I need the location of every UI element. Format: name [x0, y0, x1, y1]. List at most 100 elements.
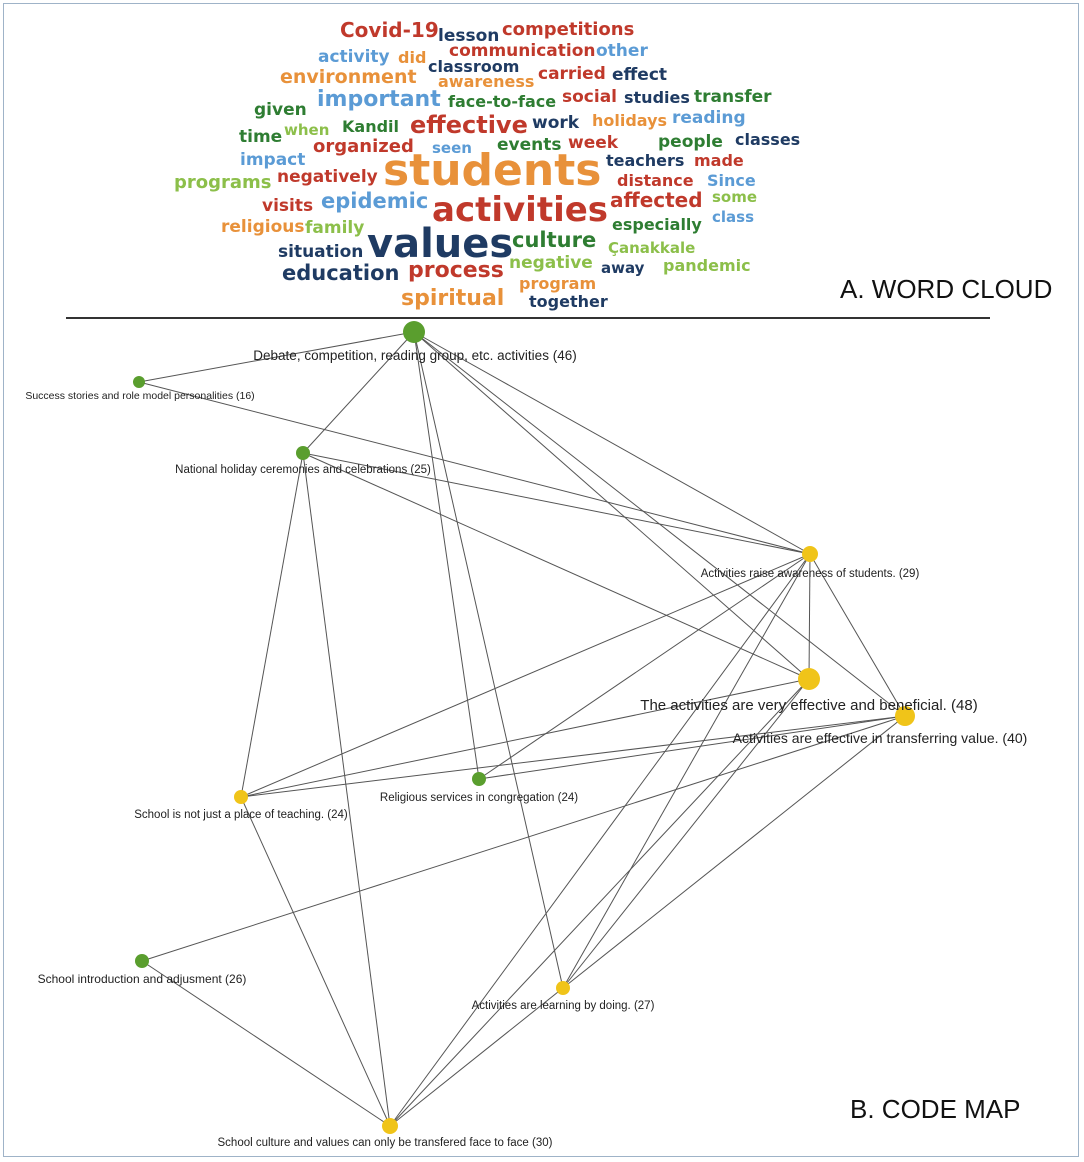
cloud-word: process: [408, 258, 504, 283]
section-b-title: B. CODE MAP: [850, 1094, 1020, 1124]
cloud-word: education: [282, 261, 399, 285]
edge-debate-success: [138, 331, 415, 383]
cloud-word: week: [568, 133, 619, 153]
cloud-word: negatively: [277, 167, 378, 187]
edge-national-effective: [302, 452, 810, 680]
cloud-word: Kandil: [342, 117, 399, 136]
edge-school_not-culture: [240, 796, 391, 1127]
edge-transfer-religious: [478, 715, 906, 780]
cloud-word: transfer: [694, 87, 772, 107]
cloud-word: spiritual: [401, 286, 504, 311]
edge-awareness-learning: [562, 553, 811, 989]
cloud-word: situation: [278, 242, 363, 262]
cloud-word: visits: [262, 196, 313, 216]
cloud-word: family: [305, 218, 364, 238]
cloud-word: work: [532, 113, 580, 133]
cloud-word: events: [497, 135, 562, 155]
node-label-introduction: School introduction and adjusment (26): [38, 972, 247, 986]
edge-debate-religious: [413, 331, 480, 780]
cloud-word: negative: [509, 253, 593, 273]
cloud-word: some: [712, 188, 757, 206]
node-label-awareness: Activities raise awareness of students. …: [701, 568, 920, 580]
edge-debate-learning: [413, 331, 564, 989]
cloud-word: effect: [612, 65, 667, 85]
code-map-labels: Debate, competition, reading group, etc.…: [25, 348, 1027, 1149]
cloud-word: programs: [174, 172, 272, 193]
cloud-word: culture: [512, 228, 596, 252]
cloud-word: classroom: [428, 57, 519, 76]
cloud-word: classes: [735, 130, 800, 149]
cloud-word: other: [596, 41, 648, 61]
cloud-word: time: [239, 127, 282, 147]
node-religious: [472, 772, 486, 786]
cloud-word: made: [694, 151, 744, 170]
code-map-nodes: [133, 321, 915, 1134]
edge-effective-culture: [389, 678, 810, 1127]
node-label-national: National holiday ceremonies and celebrat…: [175, 464, 431, 476]
edge-effective-learning: [562, 678, 810, 989]
node-school_not: [234, 790, 248, 804]
node-label-learning: Activities are learning by doing. (27): [472, 1000, 655, 1012]
edge-debate-national: [302, 331, 415, 454]
node-label-debate: Debate, competition, reading group, etc.…: [253, 348, 576, 363]
cloud-word: communication: [449, 41, 596, 61]
cloud-word: religious: [221, 217, 304, 237]
cloud-word: lesson: [438, 26, 499, 46]
node-culture: [382, 1118, 398, 1134]
cloud-word: students: [383, 145, 601, 196]
edge-national-awareness: [302, 452, 811, 555]
cloud-word: Çanakkale: [608, 239, 695, 257]
edge-transfer-introduction: [141, 715, 906, 962]
figure-frame: [3, 3, 1079, 1157]
cloud-word: effective: [410, 111, 528, 139]
node-awareness: [802, 546, 818, 562]
node-label-religious: Religious services in congregation (24): [380, 792, 578, 804]
cloud-word: did: [398, 48, 426, 67]
cloud-word: together: [529, 292, 608, 311]
edge-debate-effective: [413, 331, 810, 680]
cloud-word: program: [519, 274, 596, 293]
cloud-word: organized: [313, 136, 414, 157]
edge-national-school_not: [240, 452, 304, 798]
node-national: [296, 446, 310, 460]
node-debate: [403, 321, 425, 343]
edge-awareness-school_not: [240, 553, 811, 798]
cloud-word: important: [317, 87, 441, 112]
cloud-word: affected: [610, 188, 703, 212]
cloud-word: epidemic: [321, 189, 428, 213]
cloud-word: pandemic: [663, 256, 751, 275]
edge-learning-culture: [389, 987, 564, 1127]
cloud-word: face-to-face: [448, 92, 556, 111]
cloud-word: awareness: [438, 72, 534, 91]
edge-awareness-culture: [389, 553, 811, 1127]
cloud-word: especially: [612, 215, 702, 234]
cloud-word: when: [284, 121, 329, 139]
edge-effective-school_not: [240, 678, 810, 798]
cloud-word: seen: [432, 139, 472, 157]
node-introduction: [135, 954, 149, 968]
cloud-word: activities: [432, 190, 608, 230]
node-label-transfer: Activities are effective in transferring…: [733, 730, 1028, 746]
edge-success-awareness: [138, 381, 811, 555]
node-effective: [798, 668, 820, 690]
edge-awareness-religious: [478, 553, 811, 780]
node-success: [133, 376, 145, 388]
edge-debate-awareness: [413, 331, 811, 555]
node-learning: [556, 981, 570, 995]
node-label-effective: The activities are very effective and be…: [640, 697, 977, 714]
cloud-word: holidays: [592, 111, 667, 130]
section-a-title: A. WORD CLOUD: [840, 274, 1052, 304]
cloud-word: activity: [318, 47, 390, 67]
cloud-word: Covid-19: [340, 18, 439, 42]
edge-national-culture: [302, 452, 391, 1127]
cloud-word: teachers: [606, 151, 684, 170]
cloud-word: studies: [624, 88, 690, 107]
cloud-word: competitions: [502, 19, 634, 40]
cloud-word: social: [562, 87, 617, 107]
cloud-word: people: [658, 132, 723, 152]
cloud-word: class: [712, 208, 754, 226]
node-label-school_not: School is not just a place of teaching. …: [134, 809, 348, 821]
node-label-success: Success stories and role model personali…: [25, 390, 254, 402]
edge-introduction-culture: [141, 960, 391, 1127]
cloud-word: environment: [280, 66, 417, 88]
